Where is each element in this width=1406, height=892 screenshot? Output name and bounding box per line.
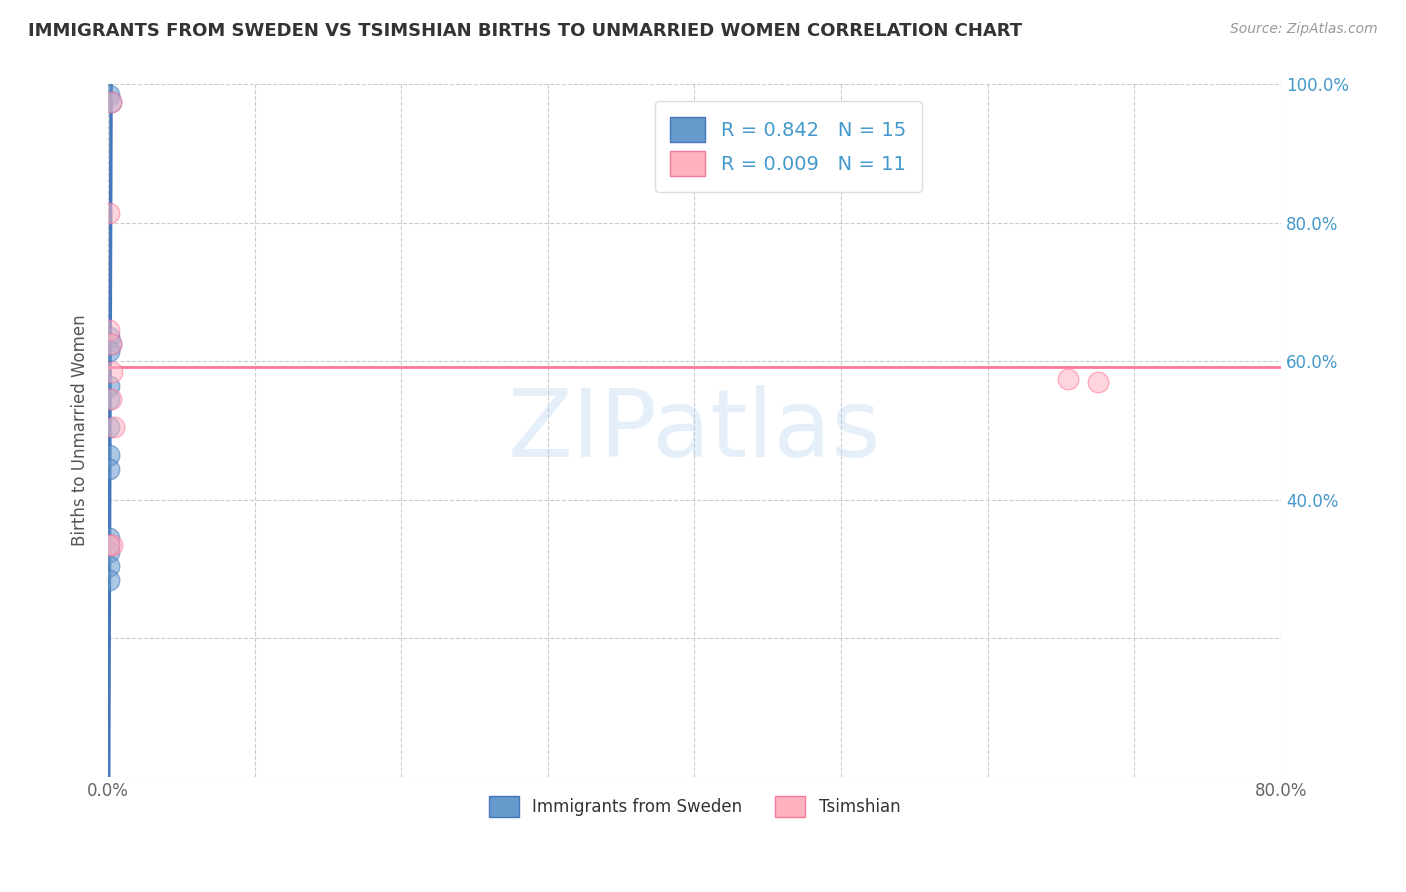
Point [100, 337, 122, 351]
Point [98, 538, 121, 552]
Point [1057, 372, 1080, 386]
Point [98, 378, 121, 392]
Point [98, 87, 121, 102]
Point [100, 95, 122, 109]
Point [101, 365, 124, 379]
Point [98, 420, 121, 434]
Point [98, 558, 121, 573]
Point [98, 545, 121, 559]
Point [98, 461, 121, 475]
Point [98, 448, 121, 462]
Point [100, 95, 122, 109]
Point [98, 344, 121, 359]
Point [98, 538, 121, 552]
Text: ZIPatlas: ZIPatlas [508, 384, 882, 476]
Point [98, 392, 121, 407]
Point [98, 573, 121, 587]
Point [103, 420, 125, 434]
Point [98, 531, 121, 545]
Point [100, 337, 122, 351]
Text: IMMIGRANTS FROM SWEDEN VS TSIMSHIAN BIRTHS TO UNMARRIED WOMEN CORRELATION CHART: IMMIGRANTS FROM SWEDEN VS TSIMSHIAN BIRT… [28, 22, 1022, 40]
Legend: Immigrants from Sweden, Tsimshian: Immigrants from Sweden, Tsimshian [482, 789, 907, 824]
Point [100, 392, 122, 407]
Point [98, 323, 121, 337]
Y-axis label: Births to Unmarried Women: Births to Unmarried Women [72, 315, 89, 547]
Point [101, 538, 124, 552]
Text: Source: ZipAtlas.com: Source: ZipAtlas.com [1230, 22, 1378, 37]
Point [98, 330, 121, 344]
Point [1087, 375, 1109, 389]
Point [98, 205, 121, 219]
